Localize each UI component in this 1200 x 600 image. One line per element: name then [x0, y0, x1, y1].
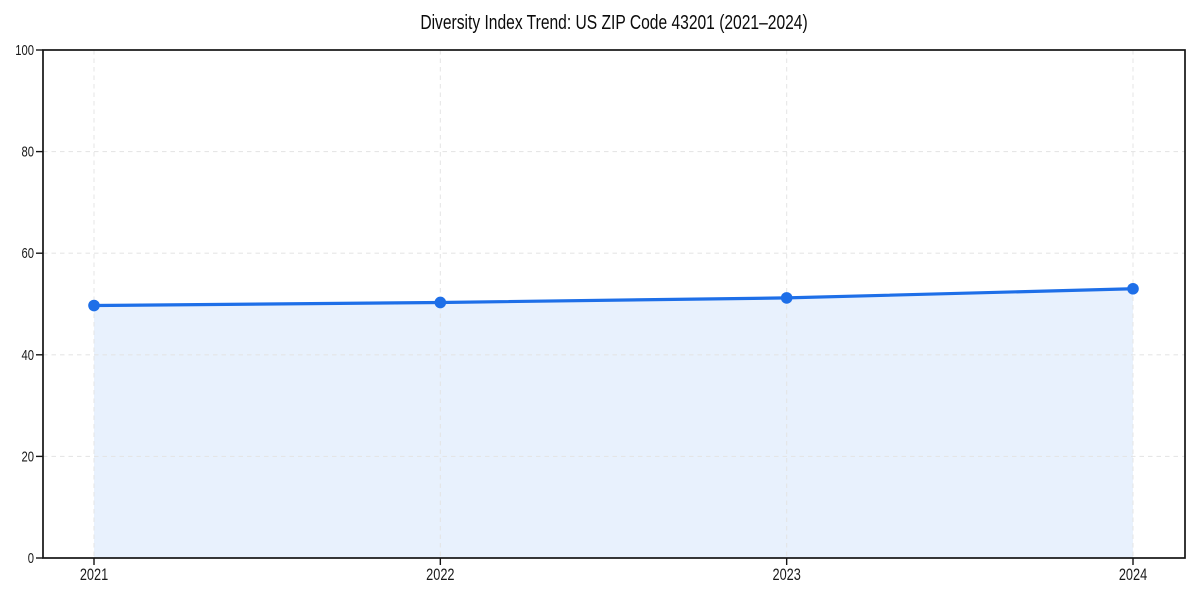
y-tick-label-0: 0 — [28, 549, 34, 566]
x-tick-label-2023: 2023 — [772, 565, 800, 584]
plot-frame — [42, 49, 1186, 559]
x-tick-label-2022: 2022 — [426, 565, 454, 584]
trend-line — [92, 287, 1135, 308]
area-fill — [94, 288, 1133, 558]
data-point-2023 — [780, 292, 793, 304]
data-point-2024 — [1127, 282, 1139, 295]
data-point-2022 — [434, 296, 447, 309]
chart-title: Diversity Index Trend: US ZIP Code 43201… — [420, 12, 808, 34]
data-point-2021 — [88, 299, 100, 312]
y-tick-label-100: 100 — [15, 41, 34, 58]
x-tick-label-2021: 2021 — [80, 565, 108, 584]
y-tick-label-40: 40 — [21, 346, 34, 363]
y-tick-label-80: 80 — [21, 143, 34, 160]
x-tick-label-2024: 2024 — [1119, 565, 1147, 584]
y-tick-label-20: 20 — [21, 448, 34, 465]
y-tick-label-60: 60 — [21, 245, 34, 262]
